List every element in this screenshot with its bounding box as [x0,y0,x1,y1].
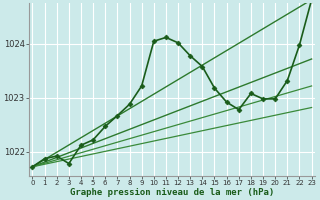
X-axis label: Graphe pression niveau de la mer (hPa): Graphe pression niveau de la mer (hPa) [70,188,274,197]
